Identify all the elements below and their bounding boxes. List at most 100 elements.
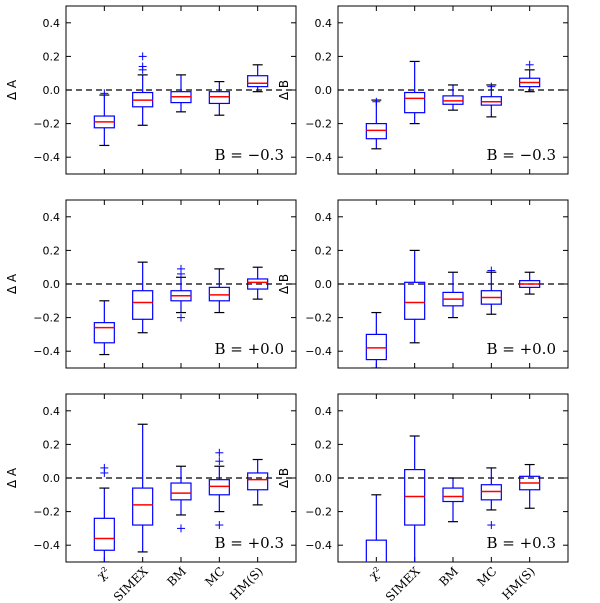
panel-annotation: B = +0.3 bbox=[486, 534, 556, 552]
panel-annotation: B = −0.3 bbox=[486, 146, 556, 164]
y-tick-label: 0.2 bbox=[315, 244, 333, 257]
boxes-group bbox=[365, 60, 541, 150]
iqr-box bbox=[132, 487, 154, 526]
y-axis-label: Δ B bbox=[277, 274, 291, 294]
box-MC bbox=[208, 80, 230, 116]
iqr-box bbox=[480, 96, 502, 106]
box-HM(S) bbox=[247, 458, 269, 506]
box-BM bbox=[442, 84, 464, 111]
y-axis-label: Δ A bbox=[5, 467, 19, 488]
box-χ² bbox=[93, 463, 115, 562]
iqr-box bbox=[208, 286, 230, 302]
iqr-box bbox=[442, 95, 464, 105]
iqr-box bbox=[247, 75, 269, 88]
box-SIMEX bbox=[404, 435, 426, 562]
box-BM bbox=[170, 264, 192, 322]
flier-marker bbox=[525, 60, 534, 69]
x-category-label: MC bbox=[202, 564, 227, 589]
box-SIMEX bbox=[404, 60, 426, 125]
box-SIMEX bbox=[132, 423, 154, 553]
y-tick-label: −0.4 bbox=[33, 345, 60, 358]
y-tick-label: −0.2 bbox=[305, 118, 332, 131]
y-tick-label: 0.4 bbox=[43, 211, 61, 224]
x-category-label: χ² bbox=[366, 564, 385, 583]
y-tick-label: −0.2 bbox=[305, 312, 332, 325]
y-tick-label: −0.2 bbox=[305, 506, 332, 519]
flier-marker bbox=[215, 448, 224, 457]
y-axis-label: Δ B bbox=[277, 80, 291, 100]
panel-2: 0.4 0.2 0.0 −0.2 −0.4 Δ B B = −0.3 bbox=[277, 5, 569, 175]
y-tick-label: 0.4 bbox=[315, 211, 333, 224]
y-tick-label: 0.4 bbox=[43, 405, 61, 418]
panel-1: 0.4 0.2 0.0 −0.2 −0.4 Δ A B = −0.3 bbox=[5, 5, 297, 175]
flier-marker bbox=[487, 266, 496, 275]
boxes-group bbox=[365, 249, 541, 368]
y-tick-label: 0.0 bbox=[43, 278, 61, 291]
y-tick-label: −0.4 bbox=[33, 539, 60, 552]
x-category-label: BM bbox=[436, 564, 461, 589]
y-tick-label: −0.4 bbox=[305, 345, 332, 358]
iqr-box bbox=[365, 122, 387, 140]
box-MC bbox=[208, 448, 230, 530]
box-BM bbox=[442, 271, 464, 319]
x-category-label: HM(S) bbox=[227, 564, 265, 602]
iqr-box bbox=[247, 278, 269, 290]
iqr-box bbox=[404, 281, 426, 320]
y-tick-label: 0.2 bbox=[43, 438, 61, 451]
box-MC bbox=[480, 82, 502, 118]
y-tick-label: 0.4 bbox=[315, 405, 333, 418]
box-χ² bbox=[365, 97, 387, 150]
panel-annotation: B = +0.0 bbox=[214, 340, 284, 358]
box-χ² bbox=[93, 300, 115, 356]
y-axis-label: Δ B bbox=[277, 468, 291, 488]
flier-marker bbox=[215, 521, 224, 530]
flier-marker bbox=[487, 82, 496, 91]
flier-marker bbox=[177, 264, 185, 273]
y-tick-label: 0.0 bbox=[315, 472, 333, 485]
box-χ² bbox=[365, 311, 387, 368]
x-category-label: χ² bbox=[94, 564, 113, 583]
y-tick-label: −0.2 bbox=[33, 506, 60, 519]
iqr-box bbox=[208, 479, 230, 496]
box-SIMEX bbox=[404, 249, 426, 344]
y-tick-label: 0.4 bbox=[43, 17, 61, 30]
panel-annotation: B = +0.0 bbox=[486, 340, 556, 358]
flier-marker bbox=[177, 524, 185, 533]
x-category-label: MC bbox=[474, 564, 499, 589]
box-HM(S) bbox=[519, 60, 541, 93]
box-SIMEX bbox=[132, 52, 154, 126]
y-tick-label: 0.2 bbox=[315, 438, 333, 451]
flier-marker bbox=[215, 457, 224, 466]
box-MC bbox=[480, 266, 502, 315]
box-HM(S) bbox=[247, 64, 269, 93]
panel-3: 0.4 0.2 0.0 −0.2 −0.4 Δ A B = +0.0 bbox=[5, 199, 297, 369]
y-axis-label: Δ A bbox=[5, 79, 19, 100]
y-tick-label: 0.0 bbox=[315, 84, 333, 97]
box-χ² bbox=[93, 89, 115, 147]
box-HM(S) bbox=[519, 271, 541, 295]
boxes-group bbox=[93, 52, 269, 147]
x-category-label: SIMEX bbox=[383, 564, 423, 603]
x-category-label: BM bbox=[164, 564, 189, 589]
iqr-box bbox=[247, 472, 269, 491]
y-tick-label: 0.2 bbox=[43, 244, 61, 257]
flier-marker bbox=[100, 463, 109, 472]
box-MC bbox=[208, 268, 230, 314]
boxes-group bbox=[93, 261, 269, 356]
iqr-box bbox=[93, 517, 115, 551]
flier-marker bbox=[177, 313, 185, 322]
iqr-box bbox=[404, 91, 426, 114]
box-BM bbox=[442, 477, 464, 523]
y-tick-label: −0.4 bbox=[33, 151, 60, 164]
flier-marker bbox=[372, 97, 381, 106]
boxes-group bbox=[365, 435, 541, 562]
panel-annotation: B = +0.3 bbox=[214, 534, 284, 552]
panel-4: 0.4 0.2 0.0 −0.2 −0.4 Δ B B = +0.0 bbox=[277, 199, 569, 369]
flier-marker bbox=[138, 62, 147, 71]
y-tick-label: 0.2 bbox=[43, 50, 61, 63]
iqr-box bbox=[132, 290, 154, 320]
flier-marker bbox=[487, 521, 496, 530]
y-axis-label: Δ A bbox=[5, 273, 19, 294]
